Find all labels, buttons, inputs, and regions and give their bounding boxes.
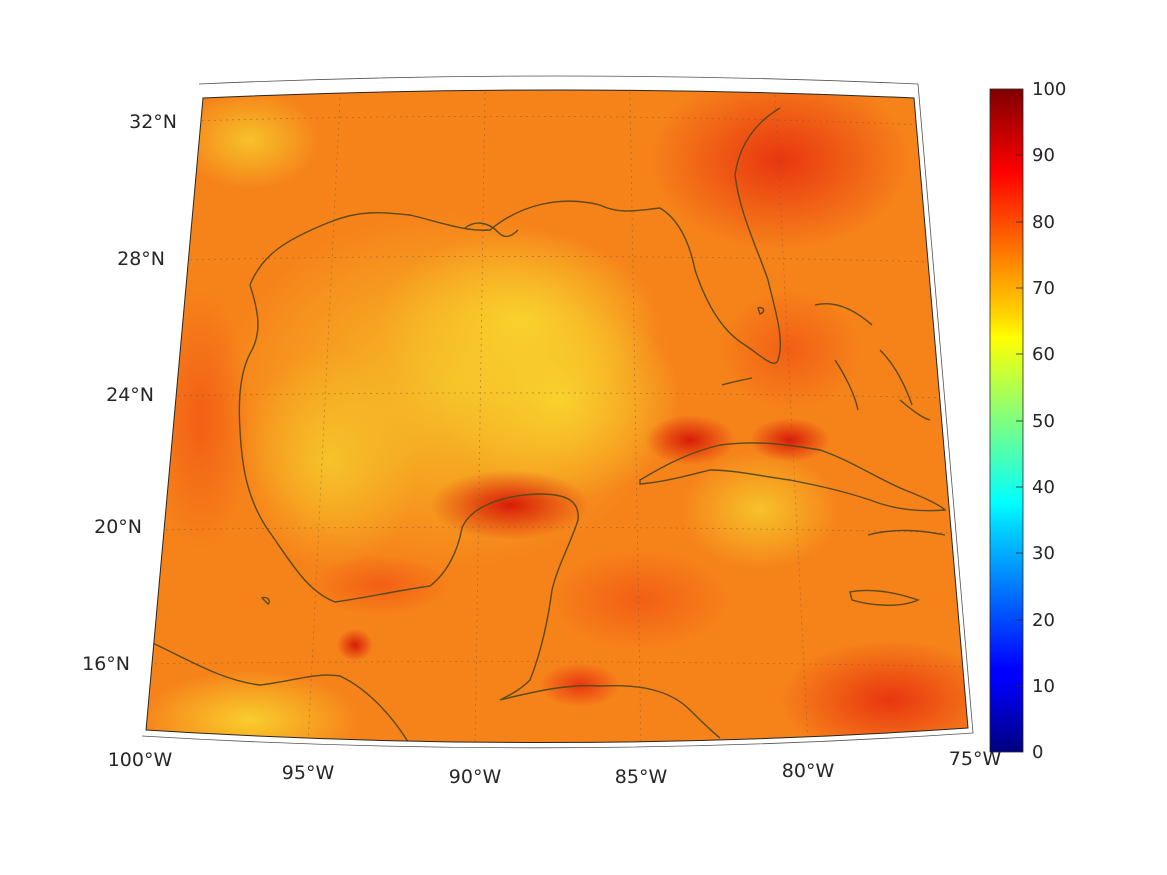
parallel-16n xyxy=(146,661,968,668)
bahamas-1 xyxy=(814,303,873,326)
gulf-coast-north xyxy=(249,107,782,364)
lon-label-95w: 95°W xyxy=(282,762,335,784)
jamaica xyxy=(849,589,920,606)
map-frame-outer xyxy=(141,75,974,749)
colorbar: 100 90 80 70 60 50 40 30 20 10 0 xyxy=(989,79,1066,763)
lat-labels: 32°N 28°N 24°N 20°N 16°N xyxy=(82,111,177,675)
colorbar-label-60: 60 xyxy=(1032,344,1055,365)
central-america-coast xyxy=(499,684,721,739)
meridian-90w xyxy=(474,91,486,743)
florida-keys xyxy=(721,377,753,386)
hispaniola xyxy=(867,529,946,536)
coastlines xyxy=(146,107,947,743)
parallel-20n xyxy=(153,526,961,534)
graticule xyxy=(146,91,968,743)
pacific-coast xyxy=(146,639,411,743)
colorbar-gradient xyxy=(989,88,1024,753)
colorbar-label-0: 0 xyxy=(1032,742,1043,763)
lat-label-24n: 24°N xyxy=(106,384,154,406)
cuba xyxy=(639,442,947,512)
gulf-coast-west xyxy=(238,284,431,603)
parallel-32n xyxy=(189,115,926,126)
colorbar-label-30: 30 xyxy=(1032,543,1055,564)
colorbar-label-20: 20 xyxy=(1032,610,1055,631)
lon-label-90w: 90°W xyxy=(449,766,502,788)
colorbar-label-10: 10 xyxy=(1032,676,1055,697)
colorbar-label-80: 80 xyxy=(1032,212,1055,233)
lat-label-28n: 28°N xyxy=(117,248,165,270)
bahamas-2 xyxy=(834,359,859,411)
colorbar-label-100: 100 xyxy=(1032,79,1066,100)
lon-label-100w: 100°W xyxy=(108,749,173,771)
colorbar-label-90: 90 xyxy=(1032,145,1055,166)
lat-label-16n: 16°N xyxy=(82,653,130,675)
lake-okeechobee xyxy=(757,306,765,315)
mississippi-delta xyxy=(464,222,519,238)
map-field xyxy=(146,90,968,743)
lat-label-32n: 32°N xyxy=(129,111,177,133)
meridian-85w xyxy=(629,91,642,743)
lon-label-75w: 75°W xyxy=(949,748,1002,770)
lon-label-80w: 80°W xyxy=(782,760,835,782)
colorbar-label-70: 70 xyxy=(1032,278,1055,299)
bahamas-4 xyxy=(899,399,931,421)
colorbar-label-50: 50 xyxy=(1032,411,1055,432)
lon-label-85w: 85°W xyxy=(615,766,668,788)
lon-labels: 100°W 95°W 90°W 85°W 80°W 75°W xyxy=(108,748,1002,788)
colorbar-ticks xyxy=(1016,154,1023,687)
parallel-28n xyxy=(177,256,939,263)
lat-label-20n: 20°N xyxy=(94,516,142,538)
colorbar-label-40: 40 xyxy=(1032,477,1055,498)
yucatan-coast xyxy=(429,493,579,701)
bahamas-3 xyxy=(879,349,913,406)
map-frame xyxy=(145,89,969,744)
isla-island xyxy=(260,596,271,605)
meridian-80w xyxy=(774,94,809,743)
